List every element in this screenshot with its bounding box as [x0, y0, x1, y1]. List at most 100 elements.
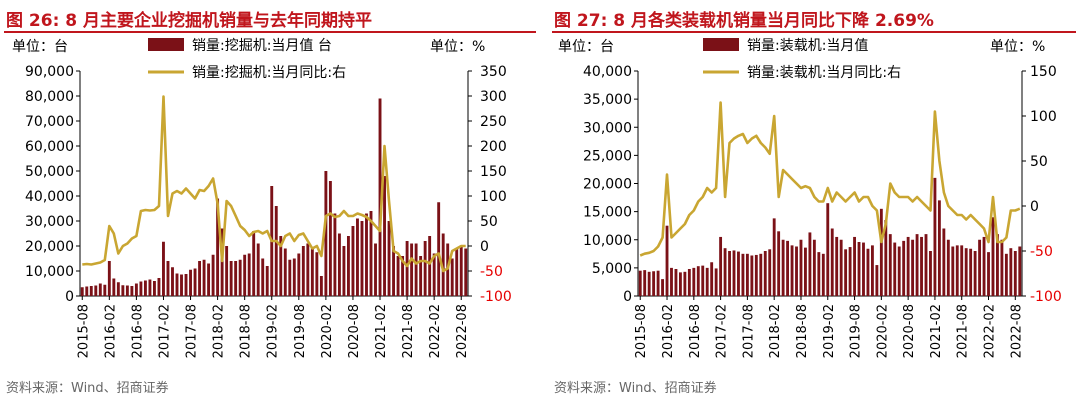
- bar: [942, 228, 946, 296]
- bar: [638, 270, 642, 296]
- legend-line-label: 销量:装载机:当月同比:右: [747, 65, 901, 81]
- bar: [777, 231, 781, 296]
- bar: [198, 261, 202, 296]
- bar: [396, 256, 400, 296]
- bar: [274, 206, 278, 296]
- bar: [125, 285, 129, 296]
- bar: [428, 236, 432, 296]
- bar: [216, 198, 220, 296]
- bar: [973, 251, 977, 296]
- y-right-tick-label: -50: [480, 264, 503, 280]
- y-left-tick-label: 50,000: [25, 164, 74, 180]
- bar: [737, 251, 740, 296]
- y-right-tick-label: 350: [480, 64, 507, 80]
- y-left-tick-label: 20,000: [25, 239, 74, 255]
- y-right-tick-label: 0: [1030, 199, 1039, 215]
- bar: [866, 248, 870, 296]
- x-tick-label: 2015-08: [634, 304, 649, 358]
- bar: [978, 239, 982, 296]
- bar: [405, 241, 409, 296]
- bar: [906, 236, 910, 296]
- bar: [987, 252, 990, 296]
- x-tick-label: 2020-02: [320, 304, 335, 358]
- source-note: 资料来源：Wind、招商证券: [6, 381, 169, 396]
- yoy-line: [639, 101, 1021, 257]
- bar: [920, 236, 923, 296]
- bar: [162, 241, 165, 296]
- bar: [112, 278, 116, 296]
- bar: [328, 181, 332, 296]
- x-tick-label: 2019-08: [849, 304, 864, 358]
- bar: [902, 240, 906, 296]
- bar: [148, 279, 152, 296]
- bar: [252, 231, 256, 296]
- unit-left: 单位：台: [12, 39, 68, 55]
- x-tick-label: 2017-02: [715, 304, 730, 358]
- bar: [152, 281, 156, 296]
- bar: [759, 253, 763, 296]
- bar: [392, 246, 396, 296]
- bar: [459, 246, 463, 296]
- bar: [189, 269, 192, 296]
- bar: [310, 248, 314, 296]
- bar: [839, 239, 843, 296]
- bar: [360, 221, 364, 296]
- bar: [830, 228, 834, 296]
- x-tick-label: 2020-08: [347, 304, 362, 358]
- source-note: 资料来源：Wind、招商证券: [554, 381, 717, 396]
- y-right-tick-label: -50: [1030, 244, 1053, 260]
- bar: [410, 243, 414, 296]
- bar: [356, 218, 359, 296]
- bar: [696, 266, 700, 296]
- bar: [243, 254, 247, 296]
- yoy-line: [82, 95, 466, 273]
- bar: [1000, 239, 1004, 296]
- y-left-tick-label: 15,000: [583, 205, 632, 221]
- bar: [661, 279, 664, 296]
- y-right-tick-label: 150: [480, 164, 507, 180]
- bar: [234, 261, 238, 296]
- bar: [701, 265, 705, 296]
- bar: [732, 250, 736, 296]
- bar: [870, 245, 874, 296]
- y-left-tick-label: 0: [65, 289, 74, 305]
- bar: [283, 248, 287, 296]
- bar: [929, 251, 932, 296]
- bar: [795, 246, 798, 296]
- bar: [94, 285, 98, 296]
- bar: [337, 233, 341, 296]
- x-tick-label: 2018-02: [212, 304, 227, 358]
- bar: [643, 270, 647, 296]
- bar: [121, 285, 125, 296]
- bar: [171, 267, 174, 296]
- bar: [369, 211, 373, 296]
- bar: [401, 256, 405, 296]
- y-right-tick-label: 0: [480, 239, 489, 255]
- bar: [946, 239, 950, 296]
- x-tick-label: 2019-02: [266, 304, 281, 358]
- loader-chart: 0 5,000 10,000 15,000 20,000 25,000 30,000 35,0…: [558, 38, 1062, 358]
- bar: [745, 253, 749, 296]
- bar: [374, 243, 377, 296]
- bar: [175, 273, 179, 296]
- bar: [652, 271, 656, 296]
- bar: [80, 287, 84, 296]
- bar: [888, 234, 892, 296]
- bar: [89, 286, 93, 296]
- bar: [1004, 253, 1008, 296]
- y-right-tick-label: 200: [480, 139, 507, 155]
- x-tick-label: 2021-02: [929, 304, 944, 358]
- bar: [893, 242, 897, 296]
- panel-excavator: 图 26: 8 月主要企业挖掘机销量与去年同期持平 0 10,000 20,000 3…: [4, 11, 536, 396]
- bar: [772, 218, 776, 296]
- bar: [884, 220, 888, 296]
- y-right-tick-label: 150: [1030, 64, 1057, 80]
- bar: [996, 234, 999, 296]
- bar: [786, 240, 790, 296]
- x-tick-label: 2018-08: [795, 304, 810, 358]
- bar: [184, 274, 188, 296]
- bar: [107, 261, 111, 296]
- bar: [674, 269, 678, 296]
- y-left-tick-label: 40,000: [25, 189, 74, 205]
- bar: [134, 283, 138, 296]
